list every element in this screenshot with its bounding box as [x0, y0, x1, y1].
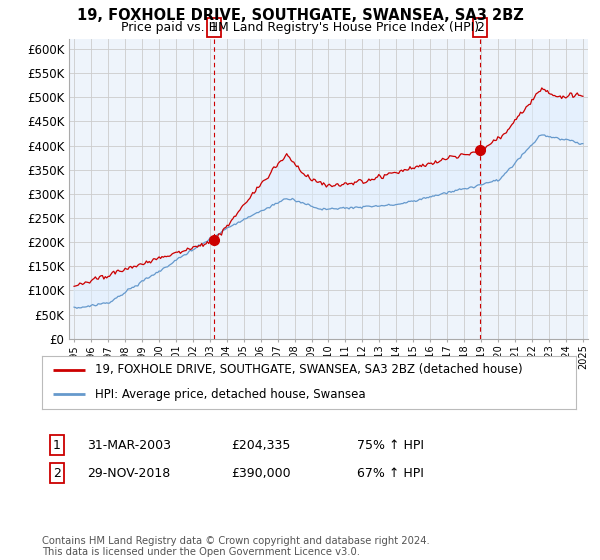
Text: 31-MAR-2003: 31-MAR-2003: [87, 438, 171, 452]
Text: 2: 2: [476, 21, 484, 34]
Text: 1: 1: [53, 438, 61, 452]
Text: 2: 2: [53, 466, 61, 480]
Text: 19, FOXHOLE DRIVE, SOUTHGATE, SWANSEA, SA3 2BZ (detached house): 19, FOXHOLE DRIVE, SOUTHGATE, SWANSEA, S…: [95, 363, 523, 376]
Text: Contains HM Land Registry data © Crown copyright and database right 2024.
This d: Contains HM Land Registry data © Crown c…: [42, 535, 430, 557]
Text: 75% ↑ HPI: 75% ↑ HPI: [357, 438, 424, 452]
Text: £390,000: £390,000: [231, 466, 290, 480]
Text: Price paid vs. HM Land Registry's House Price Index (HPI): Price paid vs. HM Land Registry's House …: [121, 21, 479, 34]
Text: 1: 1: [210, 21, 218, 34]
Text: 67% ↑ HPI: 67% ↑ HPI: [357, 466, 424, 480]
Text: 19, FOXHOLE DRIVE, SOUTHGATE, SWANSEA, SA3 2BZ: 19, FOXHOLE DRIVE, SOUTHGATE, SWANSEA, S…: [77, 8, 523, 24]
Text: £204,335: £204,335: [231, 438, 290, 452]
Text: 29-NOV-2018: 29-NOV-2018: [87, 466, 170, 480]
Text: HPI: Average price, detached house, Swansea: HPI: Average price, detached house, Swan…: [95, 388, 366, 401]
